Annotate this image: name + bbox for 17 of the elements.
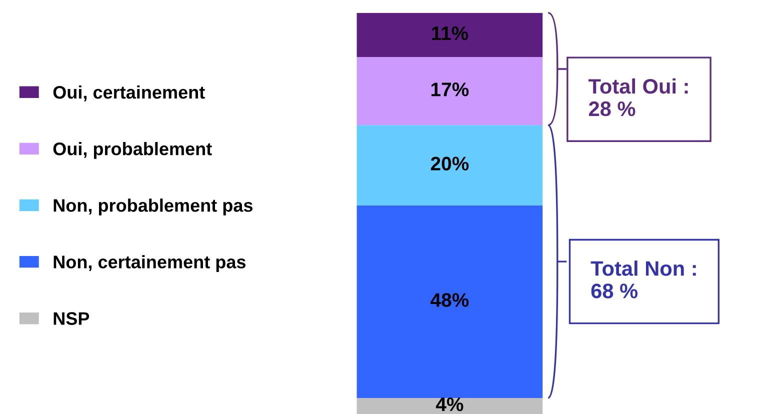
data-label: 4% bbox=[436, 397, 464, 412]
legend-label: Oui, certainement bbox=[53, 85, 205, 102]
legend-label: Oui, probablement bbox=[53, 142, 212, 159]
data-label: 20% bbox=[430, 156, 469, 170]
bar bbox=[356, 56, 543, 126]
bar bbox=[356, 205, 543, 398]
data-label: 11% bbox=[432, 26, 468, 40]
data-label: 17% bbox=[431, 82, 469, 96]
text: Total Oui : 28 % bbox=[588, 78, 688, 116]
bar bbox=[356, 398, 543, 414]
legend-label: Non, probablement pas bbox=[54, 198, 253, 216]
bar bbox=[356, 125, 543, 206]
legend-label: Non, certainement pas bbox=[54, 255, 246, 272]
text: Total Non : 68 % bbox=[590, 260, 696, 298]
bar bbox=[356, 12, 543, 57]
data-label: 48% bbox=[430, 293, 469, 307]
legend-label: NSP bbox=[54, 312, 90, 325]
